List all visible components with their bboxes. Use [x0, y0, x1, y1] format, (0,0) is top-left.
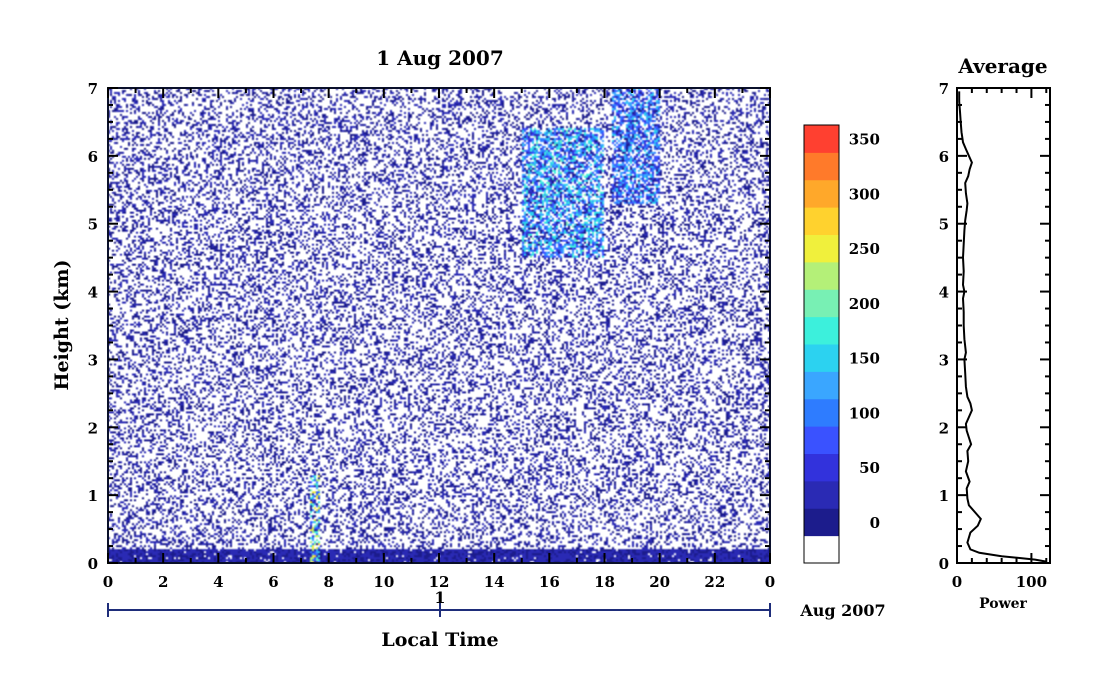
- heatmap-x-tick-label: 16: [539, 573, 560, 591]
- average-frame: [956, 87, 1051, 564]
- average-x-tick-label: 0: [952, 573, 962, 591]
- average-y-tick-label: 4: [939, 284, 949, 302]
- date-axis-month-label: Aug 2007: [799, 601, 885, 620]
- heatmap-x-tick-label: 2: [158, 573, 168, 591]
- heatmap-y-tick-label: 5: [88, 216, 98, 234]
- colorbar-tick-label: 150: [849, 350, 880, 368]
- average-y-tick-label: 1: [939, 487, 949, 505]
- heatmap-y-tick-label: 7: [88, 80, 98, 98]
- colorbar-tick-label: 0: [870, 514, 880, 532]
- colorbar-tick-label: 50: [859, 459, 880, 477]
- average-y-tick-label: 3: [939, 351, 949, 369]
- heatmap-x-ticks: 0 2 4 6 8 10 12 14 16 18 20 22 0: [103, 88, 775, 591]
- date-axis-day-label: 1: [434, 588, 445, 607]
- heatmap-plot-area: [108, 88, 770, 563]
- colorbar-band: [804, 207, 839, 235]
- colorbar-band: [804, 234, 839, 263]
- colorbar-tick-label: 250: [849, 240, 880, 258]
- colorbar-band: [804, 179, 839, 208]
- heatmap-y-tick-label: 2: [88, 419, 98, 437]
- average-y-tick-label: 6: [939, 148, 949, 166]
- colorbar-band: [804, 289, 839, 318]
- date-axis: 1 Aug 2007: [107, 588, 886, 620]
- colorbar-band: [804, 152, 839, 181]
- heatmap-y-tick-label: 6: [88, 148, 98, 166]
- heatmap-title: 1 Aug 2007: [376, 46, 504, 70]
- colorbar-band: [804, 316, 839, 345]
- colorbar-band: [804, 535, 839, 564]
- heatmap-x-tick-label: 4: [213, 573, 223, 591]
- average-x-axis-label: Power: [979, 596, 1027, 612]
- heatmap-x-tick-label: 8: [323, 573, 333, 591]
- colorbar: 0 50 100 150 200 250 300 350: [803, 124, 880, 564]
- heatmap-x-tick-label: 6: [268, 573, 278, 591]
- colorbar-tick-label: 200: [849, 295, 880, 313]
- average-y-tick-label: 0: [939, 555, 949, 573]
- average-x-ticks: 0 100: [952, 88, 1048, 591]
- colorbar-tick-label: 100: [849, 404, 880, 422]
- heatmap-x-axis-label: Local Time: [381, 629, 498, 651]
- colorbar-ticks: 0 50 100 150 200 250 300 350: [849, 131, 880, 532]
- heatmap-y-tick-label: 4: [88, 284, 98, 302]
- heatmap-x-tick-label: 12: [429, 573, 450, 591]
- colorbar-tick-label: 300: [849, 185, 880, 203]
- colorbar-band: [804, 398, 839, 427]
- heatmap-x-tick-label: 14: [484, 573, 505, 591]
- colorbar-band: [804, 453, 839, 482]
- average-x-tick-label: 100: [1016, 573, 1047, 591]
- average-y-tick-label: 5: [939, 216, 949, 234]
- average-y-tick-label: 2: [939, 419, 949, 437]
- colorbar-band: [804, 426, 839, 454]
- heatmap-y-tick-label: 3: [88, 351, 98, 369]
- colorbar-band: [804, 125, 839, 153]
- heatmap-x-tick-label: 22: [704, 573, 725, 591]
- colorbar-tick-label: 350: [849, 131, 880, 149]
- colorbar-band: [804, 371, 839, 400]
- heatmap-image: [108, 88, 770, 563]
- average-y-tick-label: 7: [939, 80, 949, 98]
- heatmap-y-tick-label: 1: [88, 487, 98, 505]
- heatmap-x-tick-label: 0: [103, 573, 113, 591]
- colorbar-bands: [804, 125, 839, 564]
- colorbar-band: [804, 480, 839, 509]
- average-title: Average: [957, 54, 1047, 78]
- colorbar-frame: [803, 124, 840, 564]
- heatmap-x-tick-label: 0: [765, 573, 775, 591]
- heatmap-x-tick-label: 20: [649, 573, 670, 591]
- heatmap-y-tick-label: 0: [88, 555, 98, 573]
- heatmap-x-tick-label: 10: [373, 573, 394, 591]
- colorbar-band: [804, 261, 839, 290]
- heatmap-x-tick-label: 18: [594, 573, 615, 591]
- average-profile-chart: Average 0 1 2 3 4 5 6 7 0 100 Power: [939, 54, 1051, 612]
- average-profile-line: [958, 91, 1047, 563]
- colorbar-band: [804, 508, 839, 537]
- colorbar-band: [804, 344, 839, 372]
- heatmap-y-ticks: 0 1 2 3 4 5 6 7: [88, 80, 770, 573]
- heatmap-chart: 1 Aug 2007 0 2 4 6 8 10 12 14 16 18 20 22 0 01234567…: [51, 46, 886, 651]
- heatmap-y-axis-label: Height (km): [51, 260, 73, 391]
